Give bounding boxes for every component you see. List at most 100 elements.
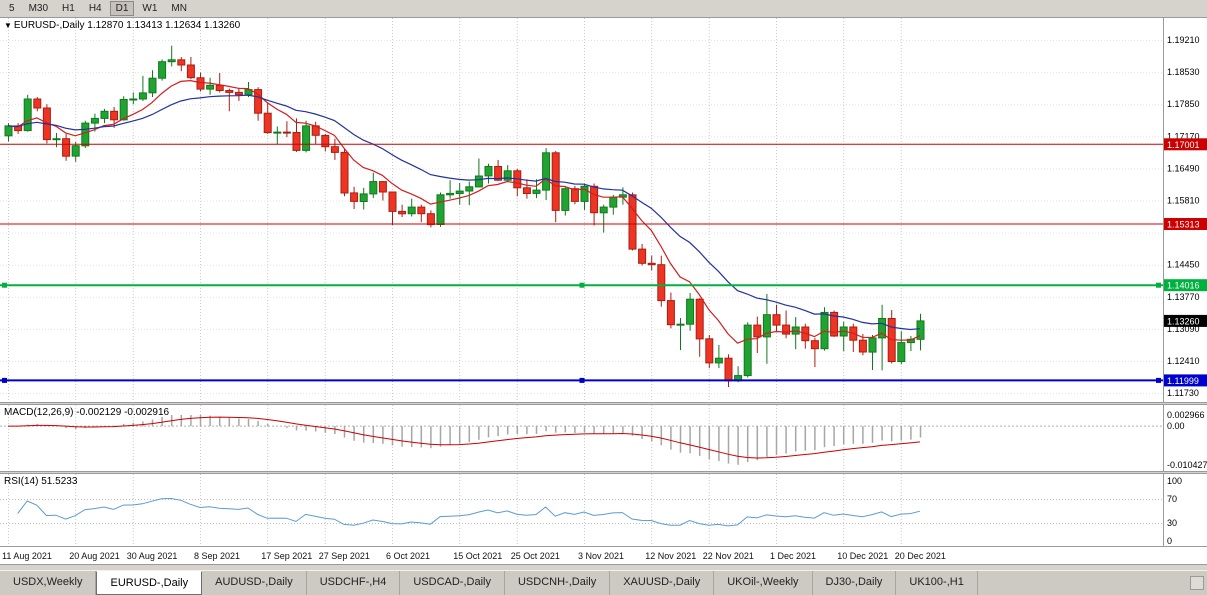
candle [878, 304, 887, 371]
date-label: 15 Oct 2021 [453, 551, 503, 561]
hline-handle[interactable] [1156, 282, 1161, 288]
macd-axis-label: -0.010427 [1167, 460, 1207, 470]
candle [398, 204, 407, 217]
candle [628, 192, 637, 251]
date-label: 11 Aug 2021 [2, 551, 52, 561]
date-label: 1 Dec 2021 [770, 551, 817, 561]
timeframe-button-m30[interactable]: M30 [28, 3, 49, 14]
hline-handle[interactable] [1156, 377, 1161, 383]
price-axis-label: 1.13090 [1167, 324, 1200, 334]
rsi-chart-svg: 100 70 30 0 [0, 474, 1182, 546]
candle [676, 318, 685, 351]
candle [522, 179, 531, 199]
candle [897, 331, 906, 365]
candle [494, 159, 503, 182]
pane-splitter-macd[interactable] [0, 402, 1207, 405]
time-axis: 11 Aug 2021 20 Aug 2021 30 Aug 2021 8 Sep 2… [0, 546, 1207, 564]
candle [638, 243, 647, 266]
candle [62, 133, 71, 161]
pane-splitter-rsi[interactable] [0, 471, 1207, 474]
candle [474, 158, 483, 188]
chart-tab-usdx-weekly[interactable]: USDX,Weekly [0, 571, 97, 595]
candle [340, 149, 349, 197]
candle [369, 172, 378, 199]
timeframe-button-mn[interactable]: MN [171, 3, 187, 14]
price-pane: 1.19210 1.18530 1.17850 1.17170 1.16490 1.158… [0, 18, 1207, 402]
candle [273, 126, 282, 145]
chart-tab-uk100-h1[interactable]: UK100-,H1 [896, 571, 978, 595]
candle [321, 133, 330, 152]
price-chart-svg: 1.19210 1.18530 1.17850 1.17170 1.16490 1.158… [0, 18, 1207, 402]
candle [542, 148, 551, 200]
candle [657, 255, 666, 307]
date-label: 6 Oct 2021 [386, 551, 431, 561]
chart-marker-icon: ▼ [4, 21, 12, 30]
candle [868, 335, 877, 370]
candle [52, 133, 61, 148]
candle [302, 120, 311, 153]
svg-text:1.17001: 1.17001 [1167, 140, 1200, 150]
timeframe-button-d1[interactable]: D1 [109, 1, 135, 16]
timeframe-button-h4[interactable]: H4 [88, 3, 102, 14]
chart-tab-usdchf-h4[interactable]: USDCHF-,H4 [307, 571, 401, 595]
candle [129, 92, 138, 105]
macd-signal-line [8, 416, 921, 459]
chart-ohlc-values: 1.12870 1.13413 1.12634 1.13260 [87, 20, 241, 31]
rsi-axis-label: 0 [1167, 536, 1172, 546]
date-label: 8 Sep 2021 [194, 551, 241, 561]
macd-label: MACD(12,26,9) -0.002129 -0.002916 [4, 407, 170, 418]
chart-window: 1.19210 1.18530 1.17850 1.17170 1.16490 1.158… [0, 18, 1207, 570]
chart-tab-ukoil-weekly[interactable]: UKOil-,Weekly [714, 571, 813, 595]
candle [33, 97, 42, 112]
price-badge-1-15313: 1.15313 [1164, 218, 1207, 230]
price-axis-label: 1.18530 [1167, 67, 1200, 77]
candle [167, 45, 176, 67]
window-resize-grip[interactable] [1190, 576, 1204, 590]
macd-axis-label: 0.00 [1167, 421, 1185, 431]
hline-handle[interactable] [2, 282, 7, 288]
candle [350, 186, 359, 209]
date-label: 3 Nov 2021 [578, 551, 625, 561]
candle [791, 317, 800, 350]
candle [417, 204, 426, 223]
candle [753, 316, 762, 353]
price-axis-label: 1.19210 [1167, 35, 1200, 45]
hline-1-11999[interactable] [0, 377, 1163, 383]
rsi-pane: 100 70 30 0 RSI(14) 51.5233 [0, 474, 1207, 546]
chart-tab-usdcad-daily[interactable]: USDCAD-,Daily [400, 571, 505, 595]
candle [647, 255, 656, 271]
timeframe-button-5[interactable]: 5 [9, 3, 15, 14]
hline-1-14016[interactable] [0, 282, 1163, 288]
candle [81, 120, 90, 149]
chart-tab-dj30-daily[interactable]: DJ30-,Daily [813, 571, 897, 595]
price-badge-1-17001: 1.17001 [1164, 138, 1207, 151]
hline-handle[interactable] [579, 377, 585, 383]
date-label: 25 Oct 2021 [510, 551, 560, 561]
candle [532, 179, 541, 199]
price-badge-1-14016: 1.14016 [1164, 279, 1207, 292]
candle [254, 87, 263, 121]
candle [801, 323, 810, 349]
candle [234, 87, 243, 101]
chart-tab-xauusd-daily[interactable]: XAUUSD-,Daily [610, 571, 715, 595]
candle [887, 310, 896, 364]
candle [388, 191, 397, 225]
candle [666, 292, 675, 329]
candle [839, 321, 848, 352]
hline-handle[interactable] [2, 377, 7, 383]
hline-handle[interactable] [579, 282, 585, 288]
price-badge-1-11999: 1.11999 [1164, 374, 1207, 387]
price-axis-label: 1.16490 [1167, 163, 1200, 173]
svg-text:1.14016: 1.14016 [1167, 281, 1200, 291]
date-label: 17 Sep 2021 [261, 551, 313, 561]
current-price-badge: 1.13260 [1164, 314, 1207, 327]
chart-tab-usdcnh-daily[interactable]: USDCNH-,Daily [505, 571, 611, 595]
chart-tab-eurusd-daily[interactable]: EURUSD-,Daily [96, 571, 203, 595]
candle [446, 180, 455, 199]
price-axis-label: 1.14450 [1167, 260, 1200, 270]
date-label: 10 Dec 2021 [837, 551, 889, 561]
ma-fast-line [7, 79, 921, 344]
timeframe-button-w1[interactable]: W1 [142, 3, 158, 14]
timeframe-button-h1[interactable]: H1 [62, 3, 75, 14]
chart-tab-audusd-daily[interactable]: AUDUSD-,Daily [202, 571, 307, 595]
